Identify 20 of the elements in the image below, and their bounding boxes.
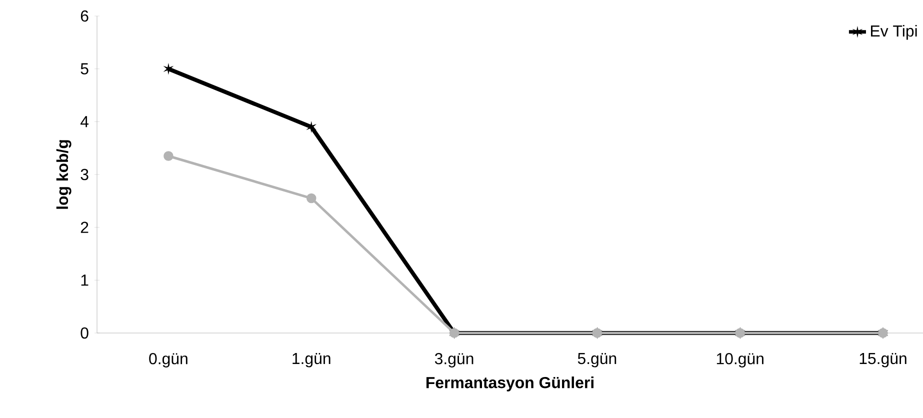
y-tick-label: 2 xyxy=(80,222,88,233)
x-tick-label: 15.gün xyxy=(860,353,906,368)
y-tick-label: 6 xyxy=(80,10,88,22)
y-tick-label: 1 xyxy=(81,274,88,286)
y-tick-label: 4 xyxy=(80,116,89,128)
legend-label: Ev Tipi xyxy=(871,24,917,40)
x-tick-label: 1.gün xyxy=(292,353,330,368)
x-tick-label: 5.gün xyxy=(578,353,616,368)
x-tick-label: 3.gün xyxy=(434,353,474,368)
point xyxy=(306,120,317,133)
x-axis-title: Fermantasyon Günleri xyxy=(426,376,594,392)
y-tick-label: 0 xyxy=(80,327,88,339)
point xyxy=(163,62,174,75)
point xyxy=(306,193,316,204)
y-axis-title: log kob/g xyxy=(56,140,72,209)
point xyxy=(164,151,174,161)
x-tick-label: 0.gün xyxy=(149,353,188,368)
x-tick-label: 10.gün xyxy=(716,353,764,368)
y-tick-label: 3 xyxy=(80,168,88,180)
y-tick-label: 5 xyxy=(80,63,88,74)
